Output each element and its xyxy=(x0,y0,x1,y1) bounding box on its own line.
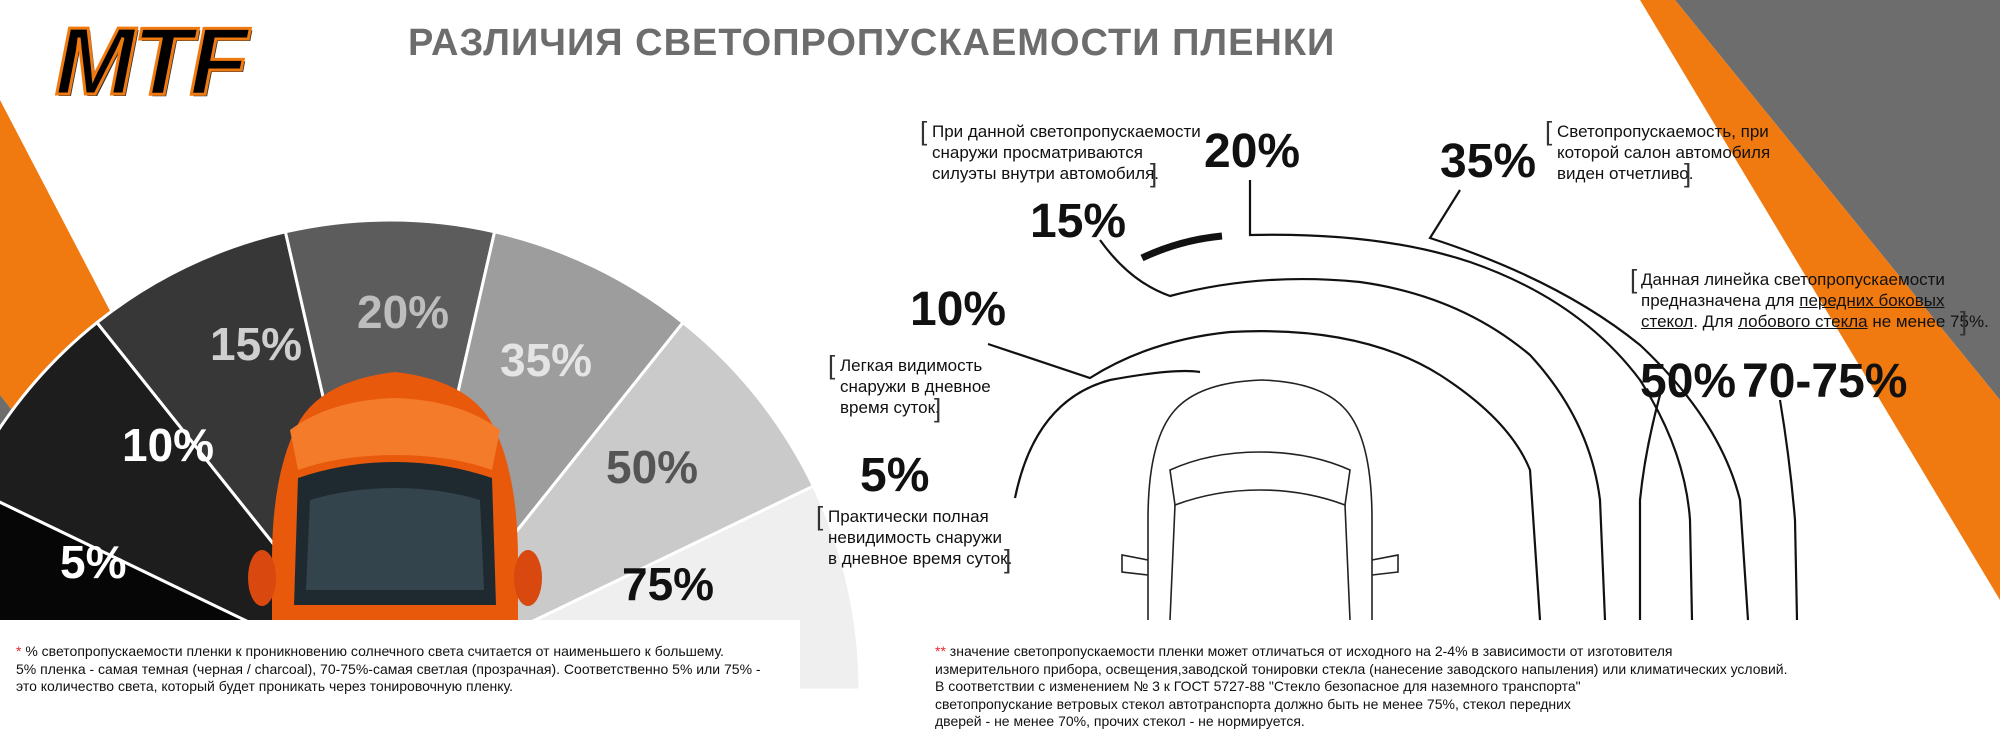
mtf-logo: MTF xyxy=(53,8,249,115)
arc-35 xyxy=(1428,189,1750,621)
note-full-bracket-open: [ xyxy=(816,501,824,531)
arc-15-bold-segment xyxy=(1140,232,1223,262)
note-clear: Светопропускаемость, при которой салон а… xyxy=(1557,122,1771,183)
fan-label-35: 35% xyxy=(500,334,593,386)
right-orange-stripe xyxy=(1640,0,2000,600)
diagram-label-50: 50% xyxy=(1640,355,1737,408)
fan-label-50: 50% xyxy=(606,441,699,493)
diagram-label-10: 10% xyxy=(910,283,1007,336)
orange-car-image xyxy=(248,372,542,620)
car-outline xyxy=(1121,379,1399,621)
fan-label-15: 15% xyxy=(210,318,303,370)
note-silhouettes-bracket-close: ] xyxy=(1150,158,1158,188)
diagram-label-7075: 70-75% xyxy=(1742,355,1908,408)
fan-label-20: 20% xyxy=(357,286,450,338)
diagram-label-5: 5% xyxy=(860,449,930,502)
note-clear-bracket-close: ] xyxy=(1684,158,1692,188)
diagram-label-15: 15% xyxy=(1030,195,1127,248)
note-light: Легкая видимость снаружи в дневное время… xyxy=(840,356,991,417)
front-side-glass-link: передних боковых xyxy=(1799,291,1945,310)
fan-label-5: 5% xyxy=(60,536,127,588)
arc-10 xyxy=(987,330,1542,621)
arc-5 xyxy=(1013,369,1201,499)
note-light-bracket-open: [ xyxy=(828,350,836,380)
windshield-link: лобового стекла xyxy=(1738,312,1868,331)
note-silhouettes-bracket-open: [ xyxy=(920,116,928,146)
footnote-right: ** значение светопропускаемости пленки м… xyxy=(935,643,1788,729)
note-range: Данная линейка светопропускаемости предн… xyxy=(1641,270,1989,331)
footnote-left: * % светопропускаемости пленки к проникн… xyxy=(16,643,761,694)
arc-20 xyxy=(1248,180,1694,621)
arc-7075 xyxy=(1778,399,1799,621)
diagram-label-20: 20% xyxy=(1204,125,1301,178)
diagram-label-35: 35% xyxy=(1440,135,1537,188)
arc-50 xyxy=(1638,394,1662,620)
arc-15 xyxy=(1099,239,1607,621)
note-range-bracket-close: ] xyxy=(1960,306,1968,336)
note-silhouettes: При данной светопропускаемости снаружи п… xyxy=(932,122,1201,183)
note-clear-bracket-open: [ xyxy=(1545,116,1553,146)
note-full-bracket-close: ] xyxy=(1004,544,1012,574)
note-light-bracket-close: ] xyxy=(934,393,942,423)
page-title: РАЗЛИЧИЯ СВЕТОПРОПУСКАЕМОСТИ ПЛЕНКИ xyxy=(408,22,1336,64)
note-range-bracket-open: [ xyxy=(1630,264,1638,294)
fan-label-75: 75% xyxy=(622,558,715,610)
note-full: Практически полная невидимость снаружи в… xyxy=(828,507,1013,568)
fan-label-10: 10% xyxy=(122,419,215,471)
